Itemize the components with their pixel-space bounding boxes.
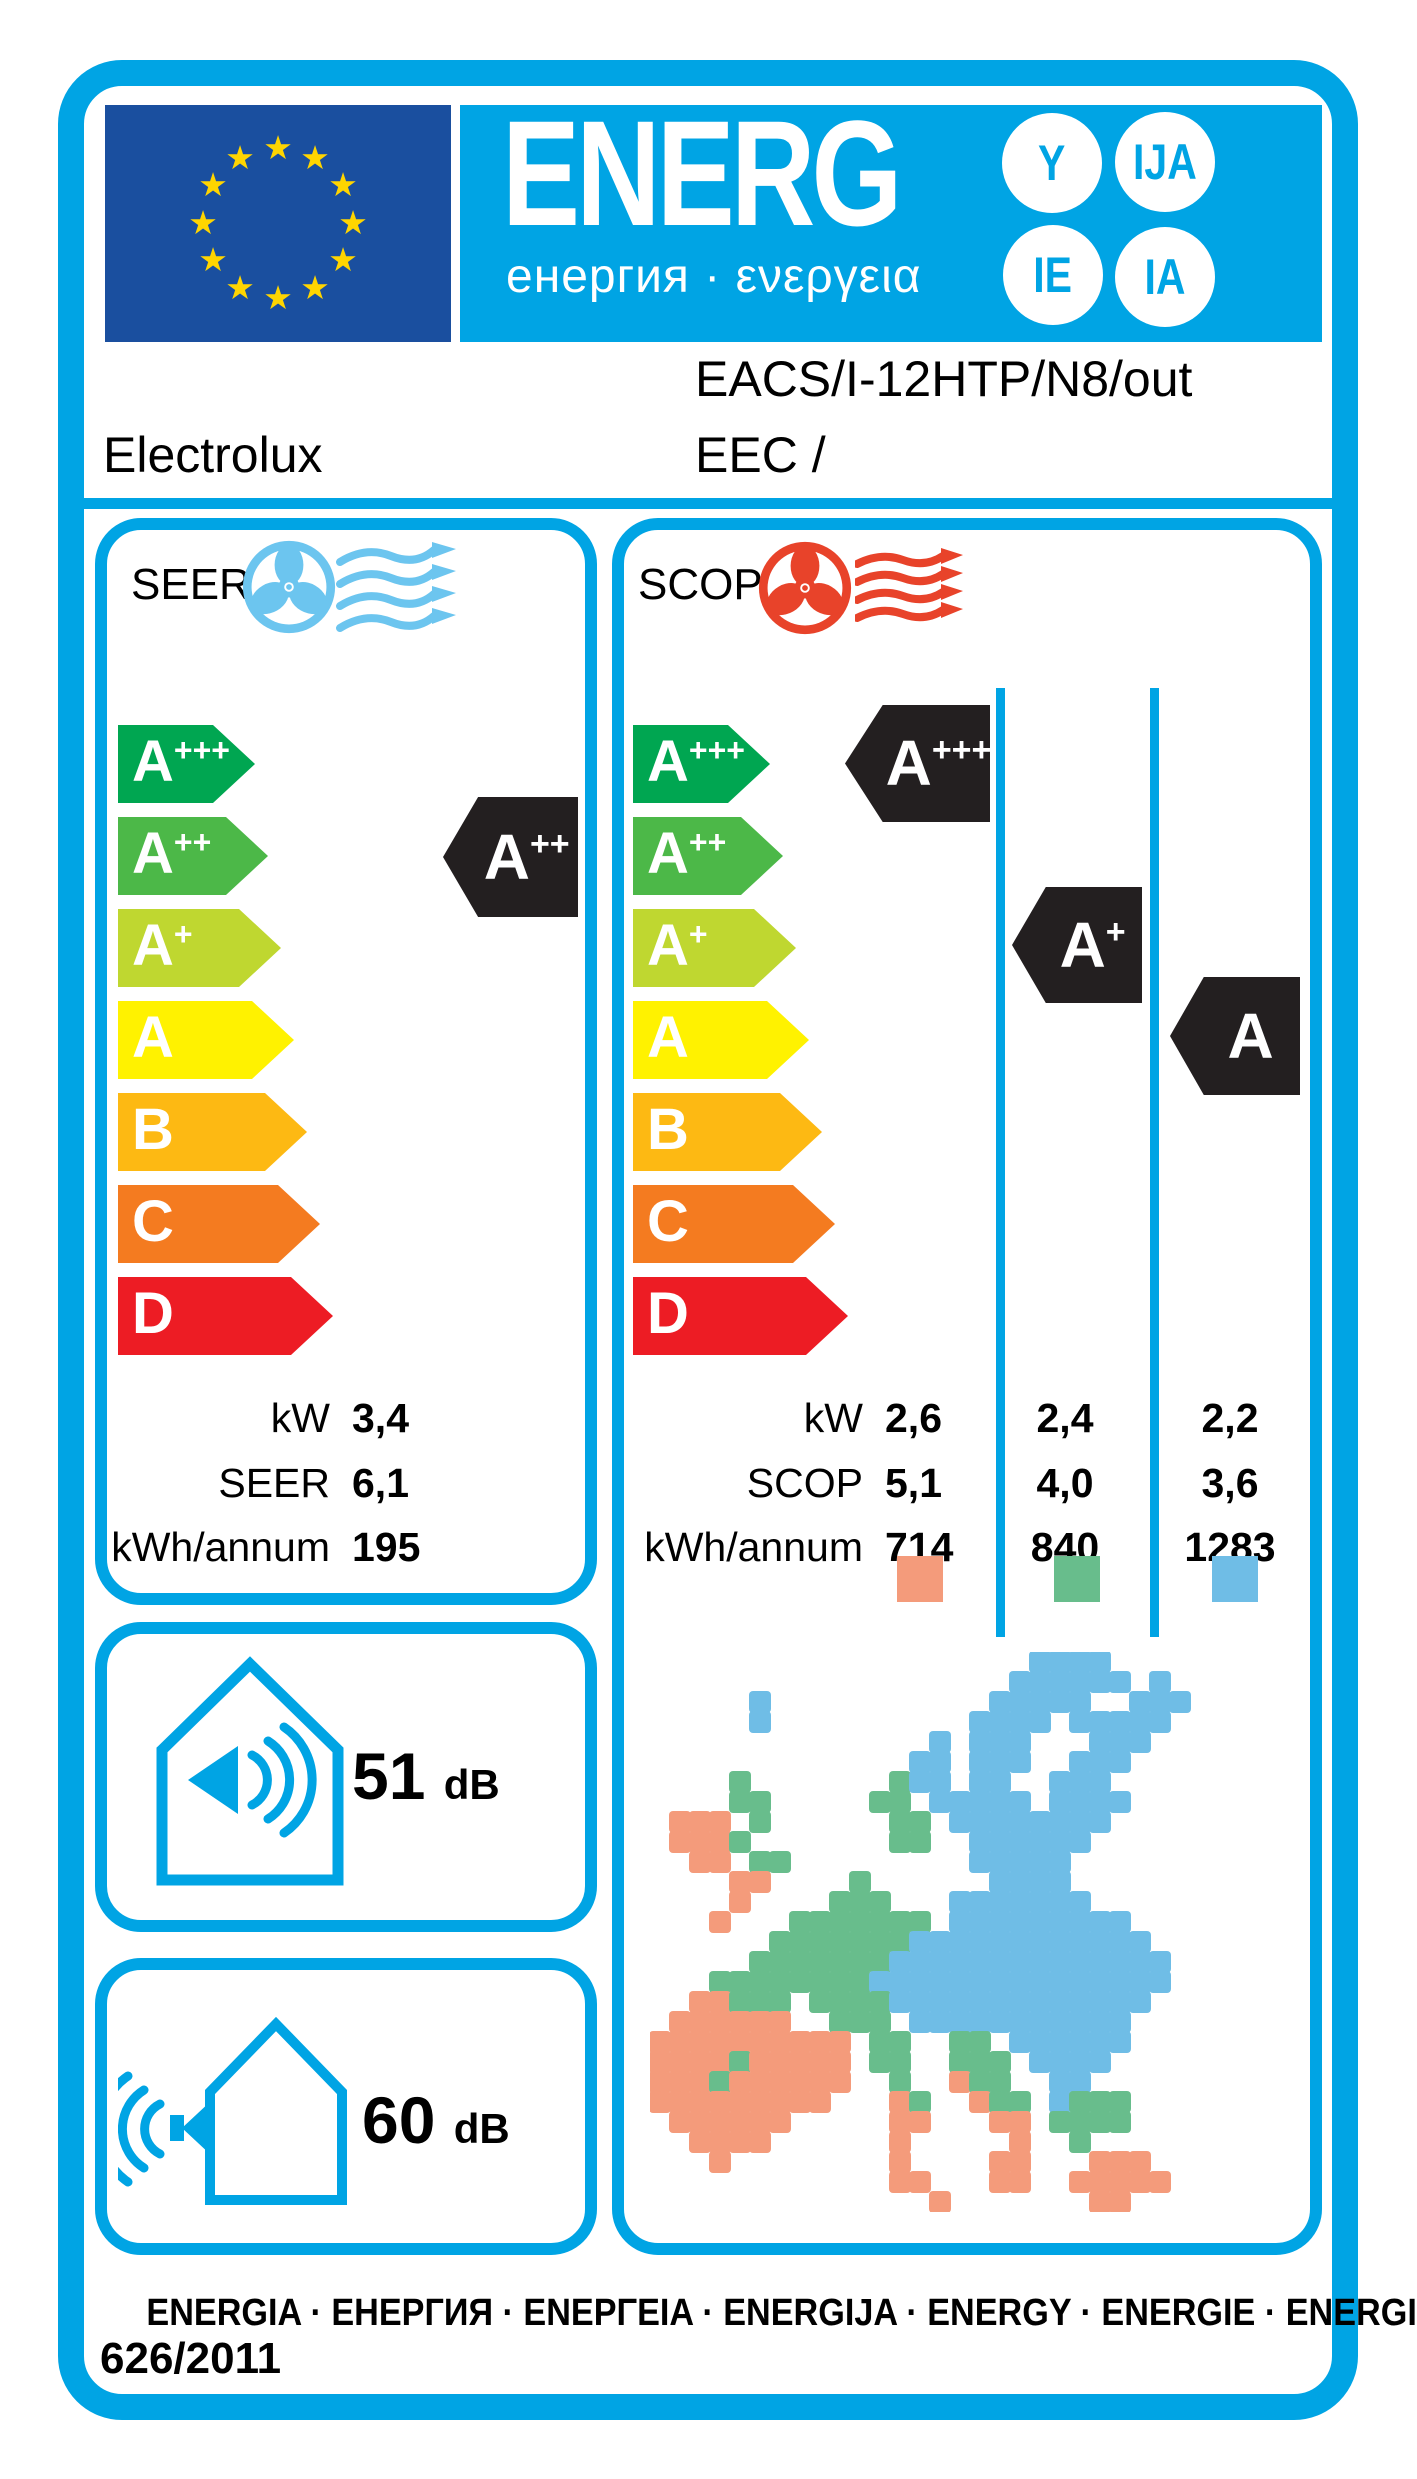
eu-star: ★ — [198, 166, 228, 203]
scop-kw-warm: 2,6 — [885, 1395, 942, 1441]
eu-star: ★ — [300, 139, 330, 176]
indoor-noise-value: 51 dB — [352, 1739, 500, 1813]
class-arrow-a: A — [118, 1001, 294, 1079]
heating-fan-icon — [758, 541, 852, 635]
seer-kw-value: 3,4 — [352, 1395, 409, 1441]
warm-airflow-icon — [855, 548, 963, 622]
scop-kw-label: kW — [803, 1395, 863, 1441]
eu-star: ★ — [263, 279, 293, 316]
footer-regulation-number: 626/2011 — [100, 2334, 282, 2383]
model-eec: EEC / — [695, 427, 826, 483]
seer-kwh-label: kWh/annum — [111, 1524, 330, 1570]
class-arrow-b: B — [633, 1093, 822, 1171]
scop-label: SCOP — [638, 560, 763, 609]
scop-kwh-label: kWh/annum — [644, 1524, 863, 1570]
scop-scop-label: SCOP — [746, 1460, 863, 1506]
energ-band: ENERG енергия · ενεργεια Y IJA IE IA — [460, 89, 1322, 342]
outdoor-noise-box — [95, 1958, 597, 2255]
seer-seer-value: 6,1 — [352, 1460, 409, 1506]
eu-flag: ★ ★ ★ ★ ★ ★ ★ ★ ★ ★ ★ ★ — [105, 105, 451, 342]
outdoor-noise-value: 60 dB — [362, 2083, 510, 2157]
eu-star: ★ — [300, 269, 330, 306]
label-frame — [58, 60, 1358, 2420]
suffix-circle-ia: IA — [1115, 227, 1215, 327]
eu-star: ★ — [225, 269, 255, 306]
cool-airflow-icon — [336, 542, 456, 632]
scop-kw-average: 2,4 — [1036, 1395, 1094, 1441]
eu-star: ★ — [198, 241, 228, 278]
cooling-fan-icon — [242, 540, 336, 634]
suffix-circle-ija: IJA — [1115, 112, 1215, 212]
class-arrow-c: C — [633, 1185, 835, 1263]
seer-kwh-value: 195 — [352, 1524, 421, 1570]
suffix-circle-y: Y — [1002, 113, 1102, 213]
scop-scop-cold: 3,6 — [1201, 1460, 1259, 1506]
class-arrow-a: A — [633, 1001, 809, 1079]
eu-star: ★ — [328, 166, 358, 203]
header-divider — [84, 498, 1332, 509]
scop-kw-cold: 2,2 — [1201, 1395, 1259, 1441]
indoor-noise-box — [95, 1622, 597, 1932]
outdoor-noise-icon — [118, 2016, 347, 2205]
scop-column-divider — [1150, 688, 1159, 1637]
footer-language-line: ENERGIA · ЕНЕРГИЯ · ENEPΓEIA · ENERGIJA … — [146, 2292, 1417, 2334]
class-arrow-c: C — [118, 1185, 320, 1263]
seer-panel — [95, 518, 597, 1605]
seer-seer-label: SEER — [218, 1460, 330, 1506]
eu-star: ★ — [263, 129, 293, 166]
average-zone-swatch — [1054, 1556, 1100, 1602]
eu-star: ★ — [225, 139, 255, 176]
warm-zone-swatch — [897, 1556, 943, 1602]
cold-zone-swatch — [1212, 1556, 1258, 1602]
eu-star: ★ — [338, 204, 368, 241]
scop-scop-warm: 5,1 — [885, 1460, 942, 1506]
scop-column-divider — [996, 688, 1005, 1637]
energ-logo-word: ENERG — [502, 89, 902, 257]
seer-label: SEER — [131, 560, 251, 609]
eu-star: ★ — [328, 241, 358, 278]
class-arrow-d: D — [633, 1277, 848, 1355]
suffix-circle-ie: IE — [1003, 225, 1103, 325]
class-arrow-d: D — [118, 1277, 333, 1355]
class-arrow-b: B — [118, 1093, 307, 1171]
indoor-noise-icon — [156, 1656, 344, 1886]
energ-logo-subtext: енергия · ενεργεια — [506, 250, 922, 303]
brand-name: Electrolux — [103, 427, 323, 483]
scop-panel — [612, 518, 1322, 2255]
eu-star: ★ — [188, 204, 218, 241]
model-number: EACS/I-12HTP/N8/out — [695, 351, 1193, 407]
scop-scop-average: 4,0 — [1036, 1460, 1094, 1506]
seer-kw-label: kW — [270, 1395, 330, 1441]
europe-climate-map-icon — [650, 1652, 1191, 2212]
